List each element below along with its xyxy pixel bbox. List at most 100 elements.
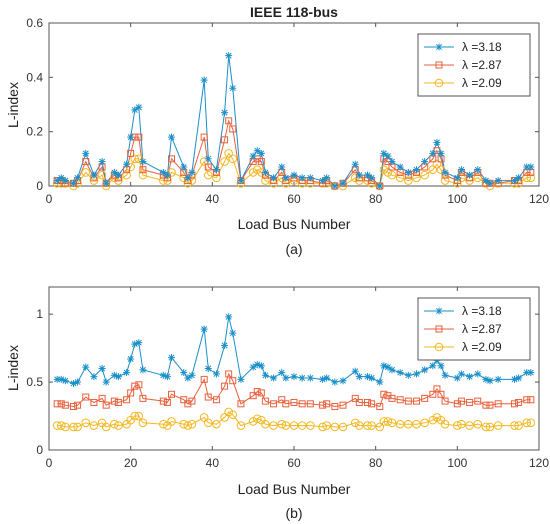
legend-label: λ =2.09 bbox=[462, 340, 502, 354]
data-point bbox=[139, 158, 147, 166]
data-point bbox=[319, 177, 327, 185]
data-point bbox=[221, 109, 229, 117]
data-point bbox=[367, 421, 376, 430]
data-point bbox=[465, 421, 474, 430]
data-point bbox=[383, 417, 393, 426]
data-point bbox=[298, 174, 306, 182]
x-tick-label: 0 bbox=[46, 456, 53, 470]
data-point bbox=[123, 369, 131, 377]
data-point bbox=[351, 394, 359, 402]
data-point bbox=[135, 133, 143, 141]
data-point bbox=[82, 149, 90, 157]
data-point bbox=[212, 173, 221, 183]
data-point bbox=[236, 421, 246, 430]
data-point bbox=[203, 170, 213, 180]
data-point bbox=[387, 170, 397, 180]
data-point bbox=[73, 422, 82, 432]
data-point bbox=[138, 170, 148, 180]
series-line bbox=[57, 411, 531, 428]
data-point bbox=[261, 176, 270, 185]
data-point bbox=[368, 400, 376, 408]
data-point bbox=[355, 421, 364, 430]
data-point bbox=[163, 171, 171, 179]
x-tick-label: 20 bbox=[124, 456, 138, 470]
data-point bbox=[82, 393, 90, 401]
data-point bbox=[376, 378, 384, 386]
data-point bbox=[396, 396, 404, 404]
data-point bbox=[473, 173, 483, 183]
x-tick-label: 120 bbox=[529, 456, 549, 470]
data-point bbox=[131, 106, 139, 114]
y-tick-label: 0 bbox=[36, 443, 43, 457]
data-point bbox=[457, 166, 465, 174]
data-point bbox=[127, 149, 135, 157]
legend-marker bbox=[435, 307, 443, 315]
data-point bbox=[420, 418, 429, 428]
data-point bbox=[376, 182, 384, 190]
data-point bbox=[127, 133, 135, 141]
legend-label: λ =3.18 bbox=[462, 304, 502, 318]
data-point bbox=[122, 170, 131, 180]
data-point bbox=[404, 419, 413, 429]
panel-caption: (a) bbox=[285, 241, 302, 257]
data-point bbox=[159, 419, 168, 429]
data-point bbox=[306, 374, 314, 382]
data-point bbox=[323, 374, 331, 382]
axis-ticks: 0 20 40 60 80 100 120 0 0.5 1 bbox=[26, 287, 549, 470]
data-point bbox=[319, 401, 327, 409]
data-point bbox=[486, 377, 494, 385]
legend-label: λ =2.87 bbox=[462, 322, 502, 336]
data-point bbox=[225, 52, 233, 60]
data-point bbox=[421, 158, 429, 166]
data-point bbox=[200, 325, 208, 333]
y-axis-label: L-index bbox=[5, 345, 21, 391]
data-point bbox=[52, 421, 62, 430]
data-point bbox=[474, 166, 482, 174]
legend-label: λ =2.87 bbox=[462, 58, 502, 72]
data-point bbox=[441, 168, 449, 176]
legend: λ =3.18 λ =2.87 λ =2.09 bbox=[417, 33, 531, 97]
data-point bbox=[229, 125, 237, 133]
data-point bbox=[130, 411, 140, 421]
data-point bbox=[163, 398, 171, 406]
data-point bbox=[188, 371, 196, 379]
data-point bbox=[249, 363, 257, 371]
data-point bbox=[57, 174, 65, 182]
data-point bbox=[183, 421, 193, 430]
data-point bbox=[432, 159, 442, 169]
data-point bbox=[127, 389, 135, 397]
data-point bbox=[466, 398, 474, 406]
data-point bbox=[138, 418, 148, 428]
data-point bbox=[355, 398, 363, 406]
panel-caption: (b) bbox=[285, 505, 302, 521]
data-point bbox=[90, 171, 98, 179]
data-point bbox=[249, 392, 257, 400]
data-point bbox=[97, 170, 107, 180]
data-point bbox=[159, 397, 167, 405]
data-point bbox=[114, 421, 123, 430]
data-point bbox=[200, 375, 208, 383]
data-point bbox=[204, 393, 212, 401]
data-point bbox=[225, 370, 233, 378]
data-point bbox=[404, 176, 413, 185]
data-point bbox=[61, 377, 69, 385]
data-point bbox=[282, 174, 290, 182]
data-point bbox=[253, 147, 261, 155]
x-tick-label: 20 bbox=[124, 192, 138, 206]
data-point bbox=[297, 421, 307, 430]
data-point bbox=[514, 421, 523, 430]
data-point bbox=[53, 400, 61, 408]
y-tick-label: 0 bbox=[36, 179, 43, 193]
data-point bbox=[139, 394, 147, 402]
data-point bbox=[74, 401, 82, 409]
data-point bbox=[364, 398, 371, 406]
x-tick-label: 120 bbox=[529, 192, 549, 206]
data-point bbox=[98, 394, 106, 402]
data-point bbox=[474, 370, 482, 378]
data-point bbox=[212, 396, 220, 404]
y-tick-label: 0.2 bbox=[26, 125, 43, 139]
data-point bbox=[277, 419, 287, 429]
data-point bbox=[413, 370, 420, 378]
data-point bbox=[306, 421, 315, 430]
data-point bbox=[188, 168, 196, 176]
